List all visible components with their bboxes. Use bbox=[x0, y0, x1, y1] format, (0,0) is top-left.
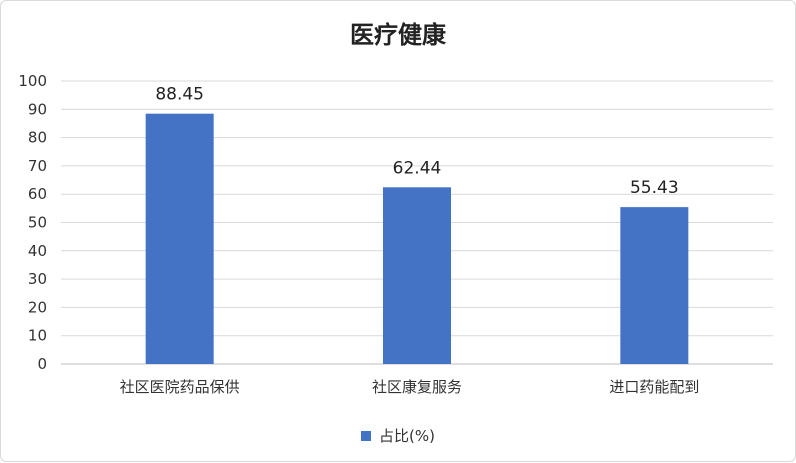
x-category-label: 社区康复服务 bbox=[372, 378, 462, 396]
y-tick-label: 70 bbox=[28, 157, 47, 175]
bar-value-label: 62.44 bbox=[393, 158, 442, 178]
legend-label: 占比(%) bbox=[379, 427, 435, 445]
x-category-label: 社区医院药品保供 bbox=[120, 378, 240, 396]
bar-value-label: 88.45 bbox=[155, 85, 204, 105]
bar-value-label: 55.43 bbox=[630, 178, 679, 198]
y-tick-label: 100 bbox=[18, 72, 47, 90]
data-labels: 88.45 62.44 55.43 bbox=[155, 85, 678, 198]
y-tick-label: 60 bbox=[28, 185, 47, 203]
y-tick-label: 20 bbox=[28, 298, 47, 316]
bars bbox=[145, 113, 689, 365]
y-tick-label: 40 bbox=[28, 242, 47, 260]
bar bbox=[383, 187, 451, 364]
legend-swatch bbox=[361, 430, 372, 441]
y-tick-label: 80 bbox=[28, 129, 47, 147]
x-category-label: 进口药能配到 bbox=[609, 378, 699, 396]
y-tick-label: 10 bbox=[28, 327, 47, 345]
y-tick-label: 90 bbox=[28, 100, 47, 118]
y-axis-ticks: 0 10 20 30 40 50 60 70 80 90 100 bbox=[18, 72, 47, 373]
x-axis-categories: 社区医院药品保供 社区康复服务 进口药能配到 bbox=[120, 378, 700, 396]
bar bbox=[145, 113, 214, 365]
y-tick-label: 50 bbox=[28, 214, 47, 232]
y-tick-label: 30 bbox=[28, 270, 47, 288]
bar bbox=[620, 207, 689, 364]
y-tick-label: 0 bbox=[37, 355, 47, 373]
chart-title: 医疗健康 bbox=[350, 21, 446, 49]
legend: 占比(%) bbox=[1, 425, 795, 446]
